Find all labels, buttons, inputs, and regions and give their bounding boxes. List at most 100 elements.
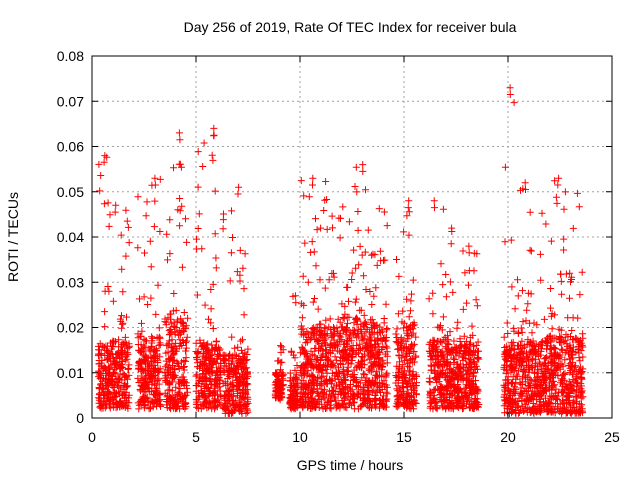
data-point (140, 397, 148, 405)
data-point (514, 276, 521, 284)
data-point (101, 152, 109, 160)
data-point (227, 249, 235, 257)
data-point (354, 208, 362, 215)
data-point (433, 376, 440, 384)
data-point (297, 322, 305, 330)
data-point (301, 239, 309, 247)
data-point (362, 321, 370, 328)
data-point (395, 395, 403, 403)
data-point (350, 399, 357, 407)
data-point (444, 350, 451, 358)
data-point (449, 288, 457, 296)
data-point (225, 372, 233, 380)
data-point (278, 358, 286, 366)
data-point (362, 286, 370, 293)
data-point (123, 217, 131, 225)
x-tick-label: 10 (292, 429, 308, 445)
data-point (213, 366, 220, 374)
data-point (371, 251, 379, 259)
data-point (558, 409, 566, 417)
y-tick-label: 0.04 (57, 229, 84, 245)
data-point (523, 306, 531, 314)
data-point (313, 226, 321, 234)
data-point (513, 360, 521, 368)
data-point (194, 404, 202, 412)
data-point (456, 335, 464, 343)
data-point (573, 398, 580, 406)
data-point (395, 367, 403, 375)
data-point (394, 377, 402, 384)
data-point (287, 405, 295, 413)
data-point (334, 373, 342, 381)
data-point (151, 366, 159, 374)
data-point (568, 276, 575, 283)
data-point (568, 370, 576, 378)
data-point (337, 353, 344, 361)
data-point (143, 198, 151, 206)
data-point (240, 311, 248, 319)
data-point (277, 366, 284, 374)
data-point (213, 380, 221, 388)
data-point (540, 315, 548, 323)
data-point (382, 334, 390, 341)
data-point (381, 337, 389, 345)
data-point (367, 316, 375, 324)
data-point (359, 167, 367, 175)
data-point (508, 398, 516, 406)
data-point (402, 400, 410, 408)
data-point (572, 335, 580, 343)
data-point (394, 310, 402, 318)
data-point (338, 349, 346, 357)
data-point (112, 393, 120, 401)
data-point (335, 332, 343, 340)
data-point (398, 340, 406, 348)
data-point (579, 330, 587, 338)
data-point (563, 340, 571, 348)
data-point (383, 325, 391, 332)
y-tick-label: 0.07 (57, 93, 84, 109)
data-point (154, 281, 162, 289)
data-point (383, 344, 391, 352)
data-point (107, 378, 115, 386)
data-point (276, 387, 284, 395)
data-point (462, 337, 470, 345)
data-point (450, 366, 458, 374)
data-point (429, 289, 437, 297)
data-point (517, 384, 525, 392)
data-point (555, 352, 563, 360)
data-point (288, 392, 296, 400)
data-point (407, 297, 415, 305)
data-point (360, 272, 368, 280)
data-point (462, 342, 470, 350)
data-point (465, 267, 473, 275)
data-point (379, 360, 387, 368)
data-point (234, 343, 242, 351)
data-point (176, 207, 184, 215)
data-point (378, 373, 386, 380)
data-point (469, 382, 477, 390)
data-point (229, 400, 237, 408)
data-point (322, 335, 330, 343)
data-point (340, 315, 348, 323)
data-point (375, 205, 383, 213)
data-point (467, 356, 475, 364)
data-point (552, 193, 560, 201)
data-point (360, 395, 368, 403)
data-point (372, 396, 380, 404)
data-point (334, 342, 342, 350)
data-point (565, 381, 573, 389)
data-point (144, 301, 152, 308)
data-point (375, 355, 383, 363)
data-point (111, 208, 119, 216)
data-point (210, 131, 218, 139)
data-point (224, 403, 232, 411)
data-point (376, 404, 383, 412)
data-point (299, 404, 307, 412)
data-point (164, 391, 171, 399)
data-point (434, 353, 442, 361)
data-point (215, 374, 223, 381)
data-point (328, 270, 336, 277)
data-point (352, 295, 360, 303)
data-point (554, 396, 561, 403)
data-point (522, 400, 530, 408)
